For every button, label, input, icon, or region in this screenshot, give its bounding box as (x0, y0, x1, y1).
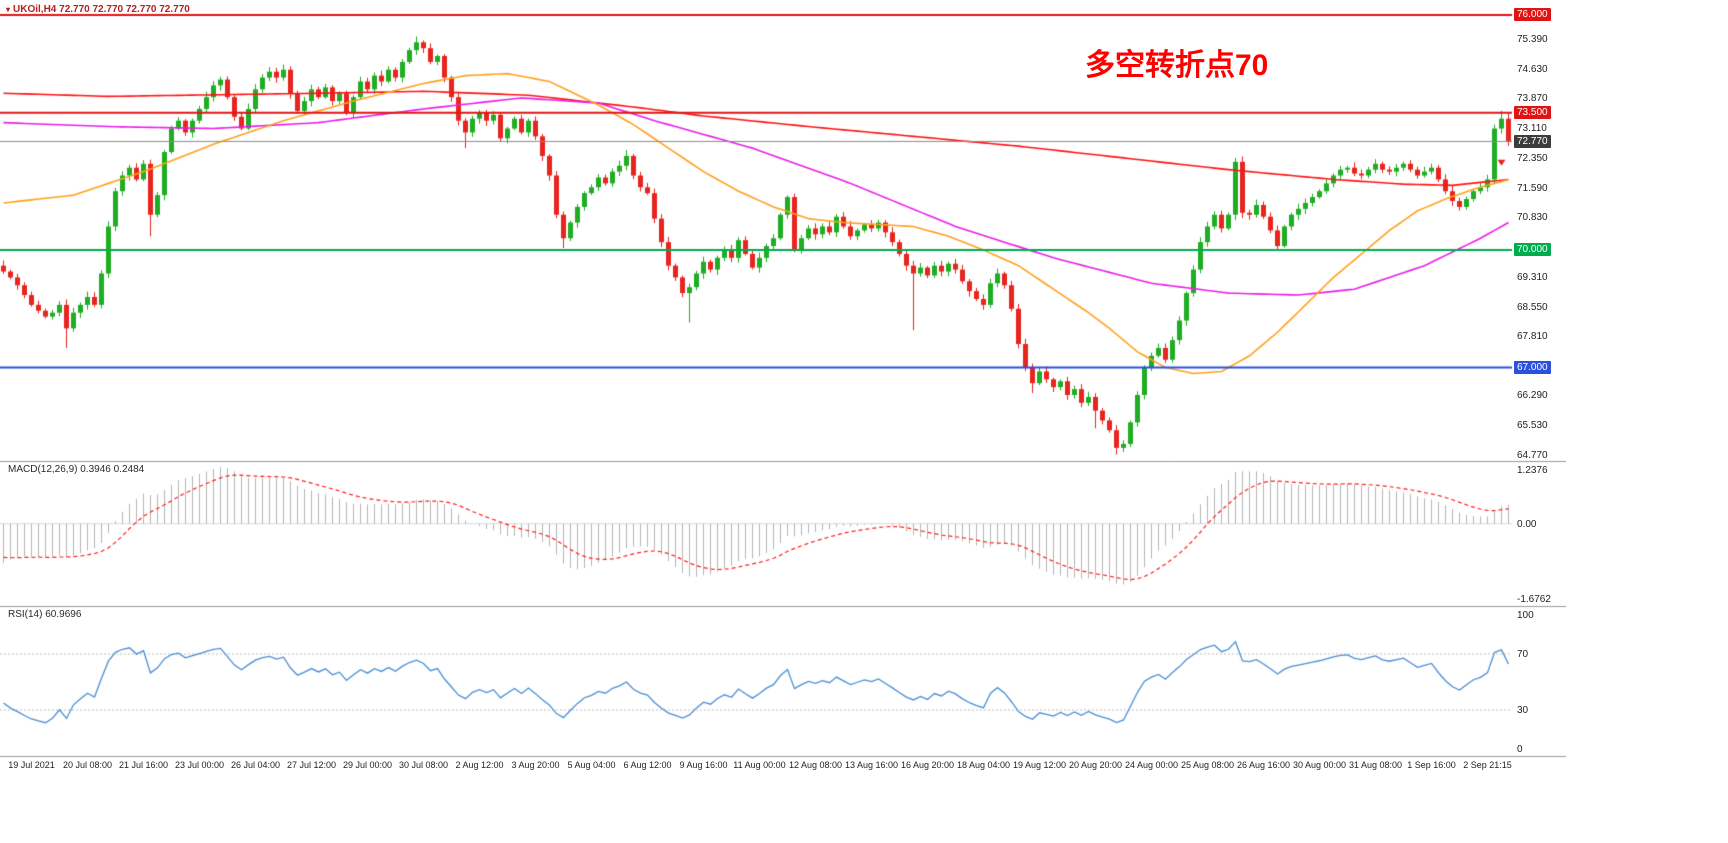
mt4-chart-window: ▾ UKOil,H4 72.770 72.770 72.770 72.770 MA… (0, 0, 1728, 843)
price-chart-canvas[interactable] (0, 0, 1728, 843)
